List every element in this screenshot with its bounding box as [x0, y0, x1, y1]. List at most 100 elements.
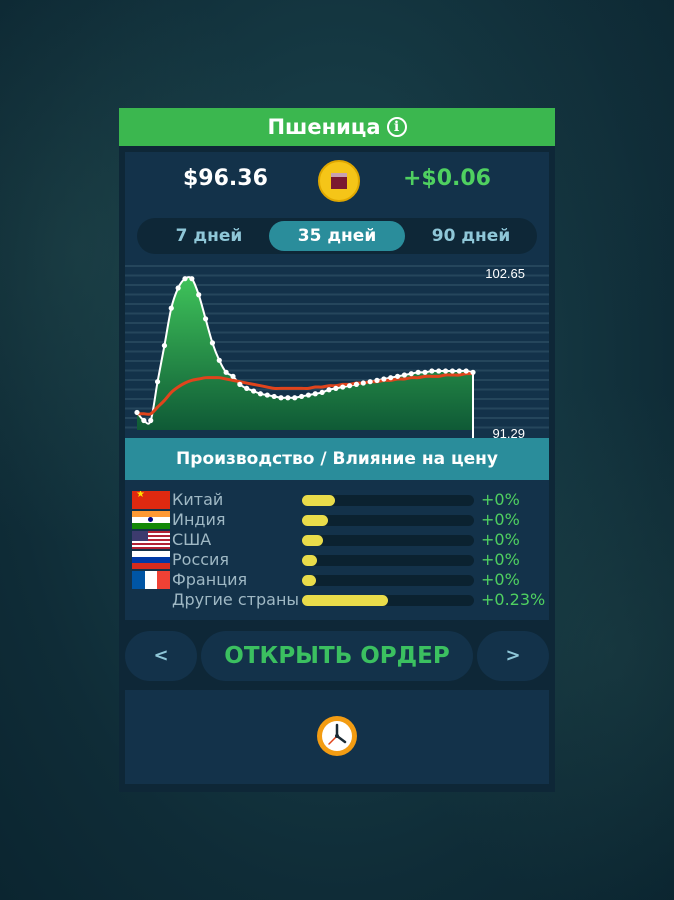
next-button[interactable]: > [477, 631, 549, 681]
data-point [470, 369, 476, 375]
data-point [292, 395, 298, 401]
price-impact: +0% [481, 570, 520, 589]
period-tabs: 7 дней 35 дней 90 дней [137, 218, 537, 254]
tab-35-days[interactable]: 35 дней [269, 221, 405, 251]
production-bar-fill [302, 595, 388, 606]
data-point [161, 342, 168, 349]
country-name: Франция [172, 570, 248, 589]
production-bar [302, 555, 474, 566]
price-area [137, 277, 473, 430]
production-bar-fill [302, 495, 335, 506]
country-name: Китай [172, 490, 224, 509]
country-row: США +0% [125, 530, 549, 550]
data-point [182, 276, 188, 282]
data-point [285, 395, 291, 401]
data-point [148, 417, 154, 424]
data-point [422, 369, 428, 375]
data-point [463, 368, 469, 374]
production-bar [302, 575, 474, 586]
data-point [408, 371, 414, 377]
country-row: Индия +0% [125, 510, 549, 530]
china-flag-icon: ★ [132, 491, 170, 509]
timer-box [125, 690, 549, 784]
y-min-label: 91.29 [492, 426, 525, 441]
production-bar [302, 515, 474, 526]
commodity-panel: Пшеница i $96.36 +$0.06 7 дней 35 дней 9… [119, 108, 555, 792]
data-point [305, 392, 312, 398]
country-row: Франция +0% [125, 570, 549, 590]
data-point [298, 393, 305, 400]
data-point [401, 372, 408, 378]
country-name: Россия [172, 550, 230, 569]
data-point [264, 392, 270, 398]
trend-line [137, 372, 474, 416]
price-impact: +0% [481, 490, 520, 509]
data-point [271, 393, 277, 400]
data-point [333, 385, 339, 391]
country-name: Другие страны [172, 590, 300, 609]
production-bar-fill [302, 535, 323, 546]
india-flag-icon [132, 511, 170, 529]
production-bar [302, 535, 474, 546]
data-point [456, 368, 462, 374]
current-price: $96.36 [183, 166, 268, 191]
data-point [442, 368, 449, 374]
data-point [209, 340, 216, 346]
country-name: Индия [172, 510, 226, 529]
production-bar-fill [302, 575, 316, 586]
price-impact: +0.23% [481, 590, 546, 609]
section-header: Производство / Влияние на цену [125, 438, 549, 480]
data-point [278, 395, 284, 401]
info-icon[interactable]: i [386, 117, 407, 137]
data-point [202, 316, 209, 322]
country-row: Другие страны +0.23% [125, 590, 549, 610]
clock-icon[interactable] [315, 714, 359, 758]
russia-flag-icon [132, 551, 170, 569]
data-point [367, 379, 373, 385]
data-point [223, 369, 229, 375]
data-point [196, 292, 202, 298]
data-point [189, 276, 195, 282]
data-point [319, 389, 325, 396]
price-impact: +0% [481, 510, 520, 529]
country-row: Россия +0% [125, 550, 549, 570]
data-point [250, 388, 257, 394]
data-point [381, 376, 387, 382]
usa-flag-icon [132, 531, 170, 549]
data-point [415, 369, 421, 375]
open-order-button[interactable]: ОТКРЫТЬ ОРДЕР [201, 631, 473, 681]
tab-7-days[interactable]: 7 дней [175, 226, 243, 246]
data-point [340, 384, 346, 390]
country-name: США [172, 530, 212, 549]
data-point [154, 379, 161, 385]
order-row: < ОТКРЫТЬ ОРДЕР > [125, 628, 549, 684]
production-bar-fill [302, 515, 328, 526]
data-point [230, 373, 236, 379]
data-point [429, 368, 435, 374]
data-point [312, 391, 318, 397]
france-flag-icon [132, 571, 170, 589]
commodity-coin-icon [318, 160, 360, 202]
title-bar: Пшеница i [119, 108, 555, 146]
price-change: +$0.06 [402, 166, 491, 191]
data-point [346, 383, 353, 389]
data-point [360, 380, 366, 386]
data-point [394, 373, 401, 379]
data-point [237, 381, 243, 387]
data-point [134, 409, 140, 416]
data-point [175, 285, 181, 291]
data-point [353, 381, 360, 387]
data-point [449, 368, 456, 374]
data-point [436, 368, 442, 374]
price-impact: +0% [481, 530, 520, 549]
data-point [141, 417, 147, 424]
country-list: ★ Китай +0% Индия +0% США +0% Россия +0% Франция +… [125, 480, 549, 620]
tab-90-days[interactable]: 90 дней [431, 226, 511, 246]
data-point [168, 305, 174, 311]
production-bar-fill [302, 555, 318, 566]
commodity-title: Пшеница [267, 115, 381, 139]
data-point [326, 387, 332, 393]
prev-button[interactable]: < [125, 631, 197, 681]
production-bar [302, 495, 474, 506]
price-chart: 102.65 91.29 [125, 265, 549, 441]
